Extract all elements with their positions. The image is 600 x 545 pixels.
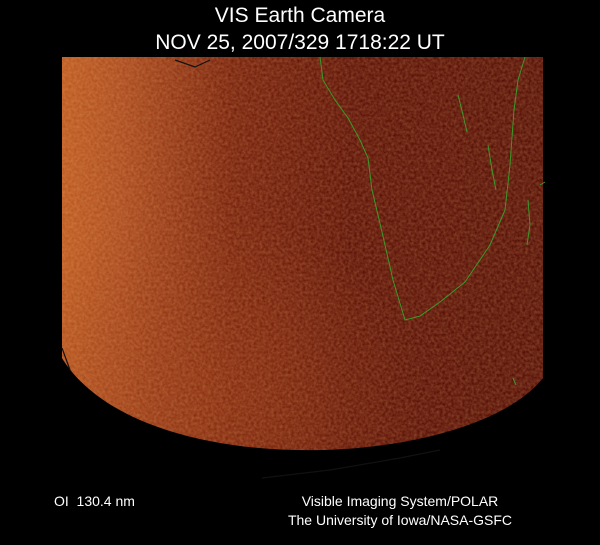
filter-label: OI 130.4 nm <box>54 493 135 509</box>
coastline <box>319 56 526 321</box>
image-area <box>62 57 543 451</box>
lake <box>457 94 546 386</box>
limb-line <box>61 59 441 479</box>
credit-line: The University of Iowa/NASA-GSFC <box>287 512 513 528</box>
timestamp: NOV 25, 2007/329 1718:22 UT <box>155 31 445 54</box>
title: VIS Earth Camera <box>214 4 386 27</box>
credit-line: Visible Imaging System/POLAR <box>301 493 499 509</box>
